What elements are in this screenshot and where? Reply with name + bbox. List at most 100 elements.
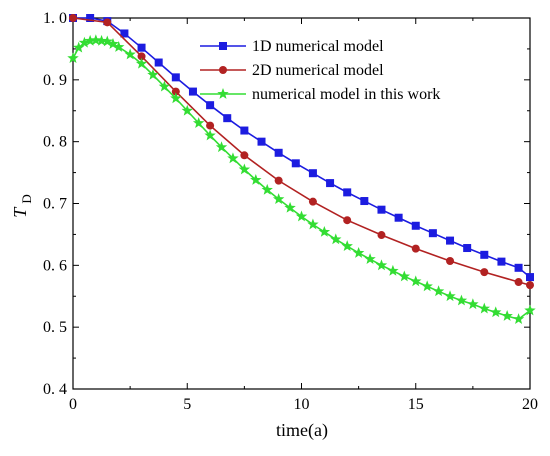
data-point — [330, 233, 342, 245]
data-point — [295, 210, 308, 222]
data-point — [291, 159, 300, 168]
data-point — [206, 101, 215, 110]
y-tick-label: 0. 8 — [43, 134, 67, 151]
data-point — [192, 117, 205, 128]
data-point — [120, 29, 129, 38]
y-tick-label: 0. 5 — [43, 319, 67, 336]
data-point — [352, 246, 365, 258]
data-point — [364, 253, 376, 264]
x-tick-label: 15 — [408, 396, 424, 413]
data-point — [261, 183, 273, 195]
data-point — [446, 236, 455, 245]
data-point — [398, 270, 411, 282]
data-point — [421, 280, 433, 292]
data-point — [360, 197, 369, 206]
data-point — [490, 306, 502, 318]
data-point — [375, 259, 388, 271]
data-point — [206, 121, 215, 130]
data-point — [84, 34, 96, 46]
data-point — [112, 41, 125, 52]
data-point — [478, 302, 491, 314]
data-point — [432, 285, 445, 297]
data-point — [514, 263, 523, 272]
data-point — [137, 52, 146, 61]
data-point — [343, 216, 352, 225]
data-point — [524, 304, 536, 316]
data-point — [240, 151, 249, 160]
y-tick-label: 1. 0 — [43, 10, 67, 27]
data-point — [526, 281, 534, 290]
data-point — [444, 290, 456, 302]
y-tick-label: 0. 7 — [43, 196, 67, 213]
y-tick-label: 0. 9 — [43, 72, 67, 89]
data-point — [308, 197, 317, 206]
data-point — [467, 298, 479, 310]
y-axis-label-main: T — [10, 206, 30, 218]
data-point — [394, 213, 403, 222]
data-point — [514, 278, 523, 287]
axes: 0 5 10 15 20 0. 4 0. 5 0. 6 0. 7 0. 8 0. 9 1. 0 — [43, 10, 538, 413]
data-point — [69, 14, 77, 22]
data-point — [158, 80, 171, 92]
data-point — [446, 257, 455, 266]
data-point — [274, 176, 283, 185]
data-point — [410, 275, 422, 287]
data-point — [95, 34, 108, 46]
x-tick-label: 0 — [69, 396, 77, 413]
data-point — [512, 313, 525, 324]
legend-item-2: 2D numerical model — [200, 62, 384, 79]
y-axis-label-sub: D — [19, 194, 34, 203]
data-point — [411, 244, 420, 253]
data-point — [250, 174, 262, 185]
data-point — [171, 73, 180, 82]
legend: 1D numerical model 2D numerical model nume… — [200, 38, 440, 103]
data-point — [326, 179, 335, 188]
legend-label: 2D numerical model — [252, 62, 384, 79]
legend-swatch-marker — [217, 88, 229, 99]
data-point — [455, 294, 468, 306]
data-point — [497, 257, 506, 266]
data-point — [257, 137, 266, 146]
x-tick-label: 5 — [183, 396, 191, 413]
series-layer — [67, 14, 536, 324]
data-point — [526, 273, 534, 282]
data-point — [73, 41, 85, 53]
y-tick-label: 0. 6 — [43, 257, 67, 274]
legend-swatch-marker — [219, 66, 227, 74]
data-point — [238, 163, 251, 175]
data-point — [274, 148, 283, 157]
data-point — [135, 57, 148, 69]
data-point — [223, 114, 232, 123]
data-point — [147, 68, 159, 80]
series-line — [73, 17, 531, 278]
data-point — [307, 218, 319, 230]
data-point — [377, 231, 386, 240]
data-point — [215, 141, 228, 153]
data-point — [284, 201, 296, 213]
x-axis-label: time(a) — [276, 420, 328, 441]
y-axis-label: T D — [10, 194, 34, 218]
legend-label: numerical model in this work — [252, 86, 440, 103]
x-tick-label: 20 — [522, 396, 538, 413]
data-point — [107, 37, 119, 49]
legend-label: 1D numerical model — [252, 38, 384, 55]
series-3 — [67, 34, 536, 324]
data-point — [343, 188, 352, 197]
data-point — [188, 87, 197, 96]
data-point — [86, 14, 95, 22]
data-point — [101, 35, 113, 47]
data-point — [103, 18, 112, 27]
series-2 — [69, 14, 534, 290]
data-point — [227, 152, 239, 164]
data-point — [90, 34, 102, 46]
data-point — [387, 264, 399, 276]
data-point — [124, 48, 136, 60]
data-point — [171, 87, 180, 96]
data-point — [181, 104, 193, 116]
legend-swatch-marker — [219, 42, 227, 50]
data-point — [154, 58, 163, 67]
data-point — [480, 268, 489, 277]
data-point — [137, 43, 146, 52]
data-point — [341, 240, 353, 252]
